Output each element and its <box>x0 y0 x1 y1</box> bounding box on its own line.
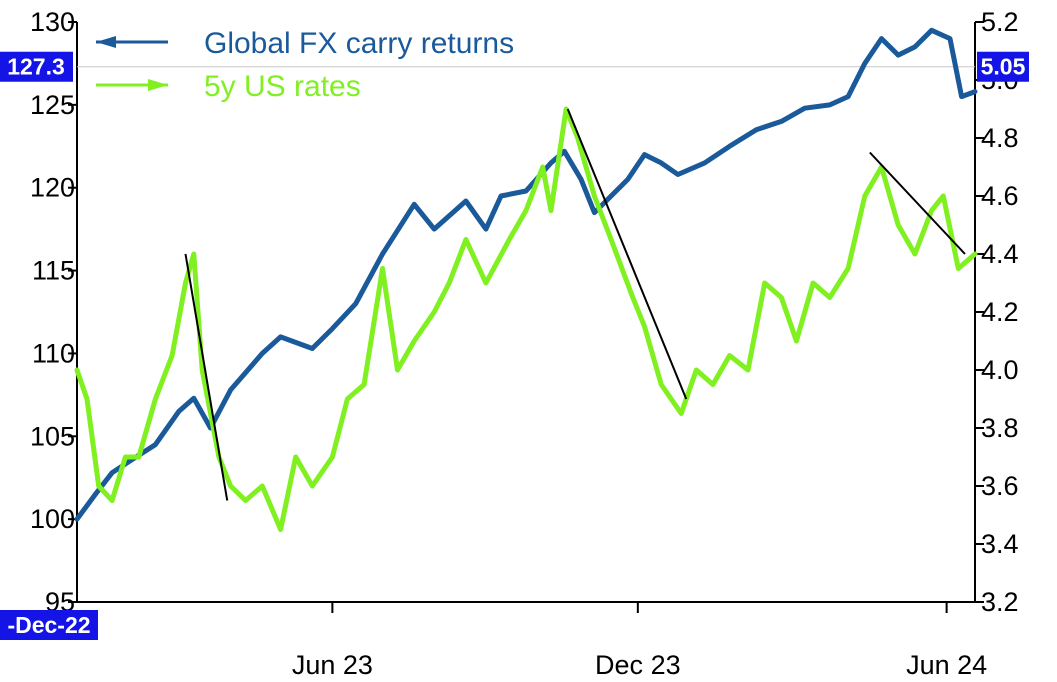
x-tick-label: Dec 23 <box>595 650 681 680</box>
left-value-badge <box>0 51 73 82</box>
left-tick-label: 125 <box>30 90 75 120</box>
legend-arrow-right-icon <box>148 79 168 91</box>
right-tick-label: 3.2 <box>981 587 1019 617</box>
right-axis: 3.23.43.63.84.04.24.44.64.85.05.2 <box>974 7 1019 617</box>
legend-label-0: Global FX carry returns <box>204 27 514 60</box>
x-axis: Jun 23 Dec 23 Jun 24 <box>77 601 987 680</box>
right-tick-label: 3.6 <box>981 471 1019 501</box>
right-tick-label: 4.2 <box>981 297 1019 327</box>
right-value-badge-text: 5.05 <box>981 54 1026 80</box>
right-value-badge <box>977 51 1029 82</box>
trend-line <box>869 151 966 255</box>
right-tick-label: 4.4 <box>981 239 1019 269</box>
right-tick-label: 3.4 <box>981 529 1019 559</box>
right-tick-label: 5.2 <box>981 7 1019 37</box>
trend-line <box>566 108 688 400</box>
x-tick-label: Jun 23 <box>292 650 373 680</box>
legend-label-1: 5y US rates <box>204 70 361 103</box>
start-date-badge-text: -Dec-22 <box>7 612 90 638</box>
left-tick-label: 105 <box>30 421 75 451</box>
right-tick-label: 4.8 <box>981 123 1019 153</box>
trend-line <box>184 253 229 501</box>
left-tick-label: 100 <box>30 504 75 534</box>
left-tick-label: 110 <box>32 338 75 368</box>
series-line-0 <box>74 27 978 522</box>
left-value-badge-text: 127.3 <box>7 54 65 80</box>
start-date-badge <box>0 610 98 640</box>
legend-arrow-left-icon <box>96 36 116 48</box>
left-tick-label: 115 <box>32 256 75 286</box>
left-tick-label: 120 <box>30 173 75 203</box>
right-tick-label: 3.8 <box>981 413 1019 443</box>
right-tick-label: 4.0 <box>981 355 1019 385</box>
left-tick-label: 130 <box>30 7 75 37</box>
right-tick-label: 4.6 <box>981 181 1019 211</box>
series-line-1 <box>74 106 978 532</box>
x-tick-label: Jun 24 <box>906 650 987 680</box>
legend: Global FX carry returns 5y US rates <box>96 27 514 103</box>
